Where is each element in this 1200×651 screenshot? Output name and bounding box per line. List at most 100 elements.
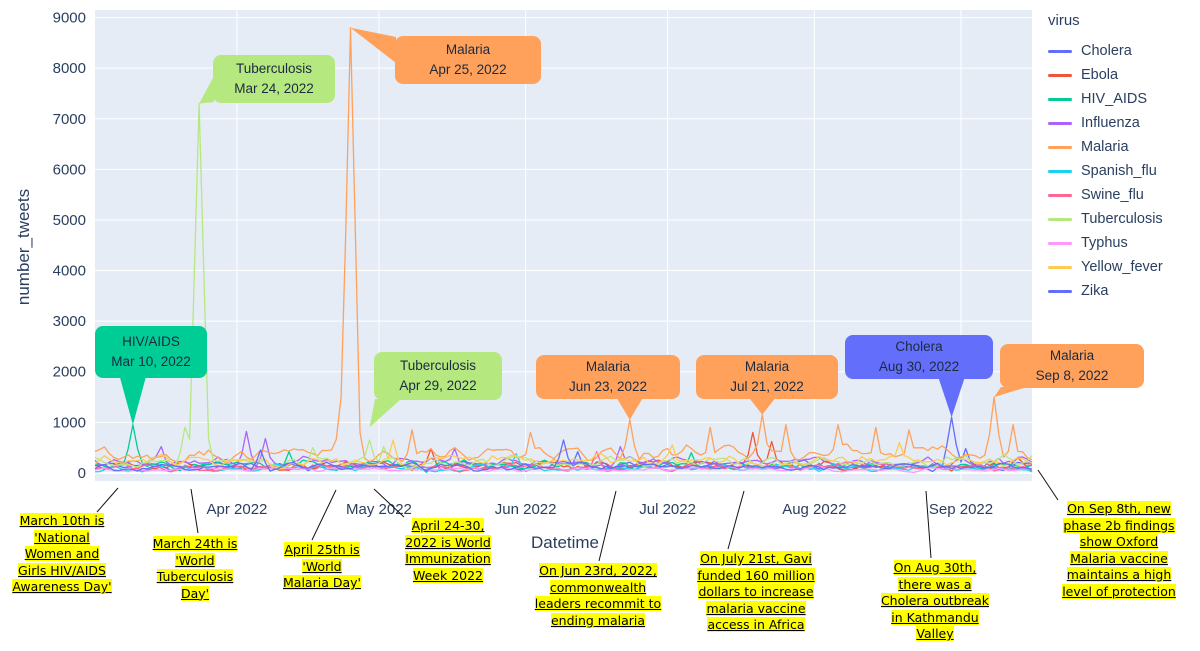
callout-title: Malaria [445, 41, 491, 57]
y-tick-label: 5000 [53, 212, 86, 229]
y-tick-label: 8000 [53, 60, 86, 77]
y-axis-title: number_tweets [14, 188, 33, 306]
callout-date: Mar 24, 2022 [234, 81, 314, 96]
line-swatch-icon [1048, 217, 1072, 221]
callout-tail [369, 399, 401, 428]
legend-item-label: HIV_AIDS [1081, 91, 1148, 107]
y-tick-label: 2000 [53, 364, 86, 381]
legend-item-label: Influenza [1081, 115, 1140, 131]
legend-item-spanish-flu[interactable]: Spanish_flu [1048, 159, 1163, 183]
x-axis-title: Datetime [530, 533, 600, 552]
legend-item-zika[interactable]: Zika [1048, 279, 1163, 303]
callout-malaria-jun23: Malaria Jun 23, 2022 [536, 355, 680, 399]
callout-date: Jun 23, 2022 [568, 379, 648, 394]
x-tick-label: Sep 2022 [929, 501, 993, 518]
legend-item-malaria[interactable]: Malaria [1048, 135, 1163, 159]
note-connector-line [598, 490, 617, 562]
callout-date: Aug 30, 2022 [878, 359, 960, 374]
callout-date: Mar 10, 2022 [111, 354, 191, 369]
callout-tail [749, 398, 776, 415]
callout-malaria-jul21: Malaria Jul 21, 2022 [696, 355, 838, 399]
line-swatch-icon [1048, 265, 1072, 269]
callout-title: HIV/AIDS [122, 333, 180, 349]
line-swatch-icon [1048, 241, 1072, 245]
legend-item-hiv-aids[interactable]: HIV_AIDS [1048, 87, 1163, 111]
callout-tail [994, 387, 1027, 397]
note-text: March 10th is 'National Women and Girls … [12, 513, 112, 594]
note-connector-line [1037, 469, 1059, 501]
x-tick-label: Jul 2022 [639, 501, 696, 518]
legend-item-yellow-fever[interactable]: Yellow_fever [1048, 255, 1163, 279]
callout-tail [938, 378, 965, 418]
callout-title: Tuberculosis [399, 357, 477, 373]
callout-tail [616, 398, 643, 420]
legend-item-label: Yellow_fever [1081, 259, 1163, 275]
line-swatch-icon [1048, 145, 1072, 149]
line-swatch-icon [1048, 49, 1072, 53]
note-text: On Aug 30th, there was a Cholera outbrea… [880, 560, 990, 641]
legend-item-label: Malaria [1081, 139, 1129, 155]
callout-date: Apr 25, 2022 [429, 62, 507, 77]
series-lines [94, 27, 1033, 474]
note-text: April 25th is 'World Malaria Day' [283, 542, 361, 590]
note-text: On Sep 8th, new phase 2b findings show O… [1062, 501, 1176, 599]
line-swatch-icon [1048, 97, 1072, 101]
legend-item-cholera[interactable]: Cholera [1048, 39, 1163, 63]
legend-item-label: Cholera [1081, 43, 1132, 59]
x-tick-label: Aug 2022 [782, 501, 846, 518]
legend-item-label: Swine_flu [1081, 187, 1144, 203]
callout-tuberculosis-apr29: Tuberculosis Apr 29, 2022 [374, 352, 502, 400]
x-tick-label: Jun 2022 [495, 501, 557, 518]
series-line-zika[interactable] [94, 439, 1033, 472]
legend-item-influenza[interactable]: Influenza [1048, 111, 1163, 135]
line-swatch-icon [1048, 169, 1072, 173]
legend-item-swine-flu[interactable]: Swine_flu [1048, 183, 1163, 207]
callout-date: Jul 21, 2022 [730, 379, 804, 394]
x-tick-label: May 2022 [346, 501, 412, 518]
note-gavi-funding: On July 21st, Gavi funded 160 million do… [694, 551, 818, 634]
note-connector-line [373, 488, 405, 518]
legend-title: virus [1048, 12, 1080, 29]
callout-tails [119, 27, 1027, 428]
callout-date: Sep 8, 2022 [1035, 368, 1109, 383]
note-connector-line [311, 489, 337, 541]
legend-item-typhus[interactable]: Typhus [1048, 231, 1163, 255]
x-tick-label: Apr 2022 [207, 501, 268, 518]
note-connector-line [925, 490, 932, 559]
y-tick-label: 3000 [53, 313, 86, 330]
y-tick-label: 7000 [53, 111, 86, 128]
legend-item-tuberculosis[interactable]: Tuberculosis [1048, 207, 1163, 231]
y-tick-label: 1000 [53, 414, 86, 431]
legend-item-ebola[interactable]: Ebola [1048, 63, 1163, 87]
legend-item-label: Tuberculosis [1081, 211, 1163, 227]
callout-tail [119, 377, 146, 425]
series-line-malaria[interactable] [94, 27, 1033, 464]
y-tick-label: 0 [78, 465, 86, 482]
note-commonwealth-malaria: On Jun 23rd, 2022, commonwealth leaders … [527, 563, 669, 629]
y-tick-label: 4000 [53, 263, 86, 280]
line-swatch-icon [1048, 73, 1072, 77]
callout-title: Cholera [895, 338, 943, 354]
legend-item-label: Spanish_flu [1081, 163, 1157, 179]
note-world-tb-day: March 24th is 'World Tuberculosis Day' [150, 536, 240, 602]
line-swatch-icon [1048, 121, 1072, 125]
legend-item-label: Zika [1081, 283, 1109, 299]
callout-title: Malaria [585, 358, 631, 374]
note-world-malaria-day: April 25th is 'World Malaria Day' [282, 542, 362, 592]
legend-item-label: Typhus [1081, 235, 1128, 251]
callout-cholera-aug30: Cholera Aug 30, 2022 [845, 335, 993, 379]
legend-item-label: Ebola [1081, 67, 1119, 83]
line-swatch-icon [1048, 193, 1072, 197]
series-line-yellow_fever[interactable] [94, 439, 1033, 470]
note-connector-line [727, 490, 745, 550]
callout-tail [350, 27, 396, 63]
line-swatch-icon [1048, 289, 1072, 293]
note-cholera-kathmandu: On Aug 30th, there was a Cholera outbrea… [876, 560, 994, 643]
tick-labels: 0 1000 2000 3000 4000 5000 6000 7000 8000 9000 Apr… [53, 10, 994, 518]
note-oxford-vaccine: On Sep 8th, new phase 2b findings show O… [1056, 501, 1182, 600]
y-tick-label: 6000 [53, 161, 86, 178]
callout-malaria-apr25: Malaria Apr 25, 2022 [395, 36, 541, 84]
note-text: April 24-30, 2022 is World Immunization … [405, 518, 491, 583]
y-tick-label: 9000 [53, 10, 86, 27]
